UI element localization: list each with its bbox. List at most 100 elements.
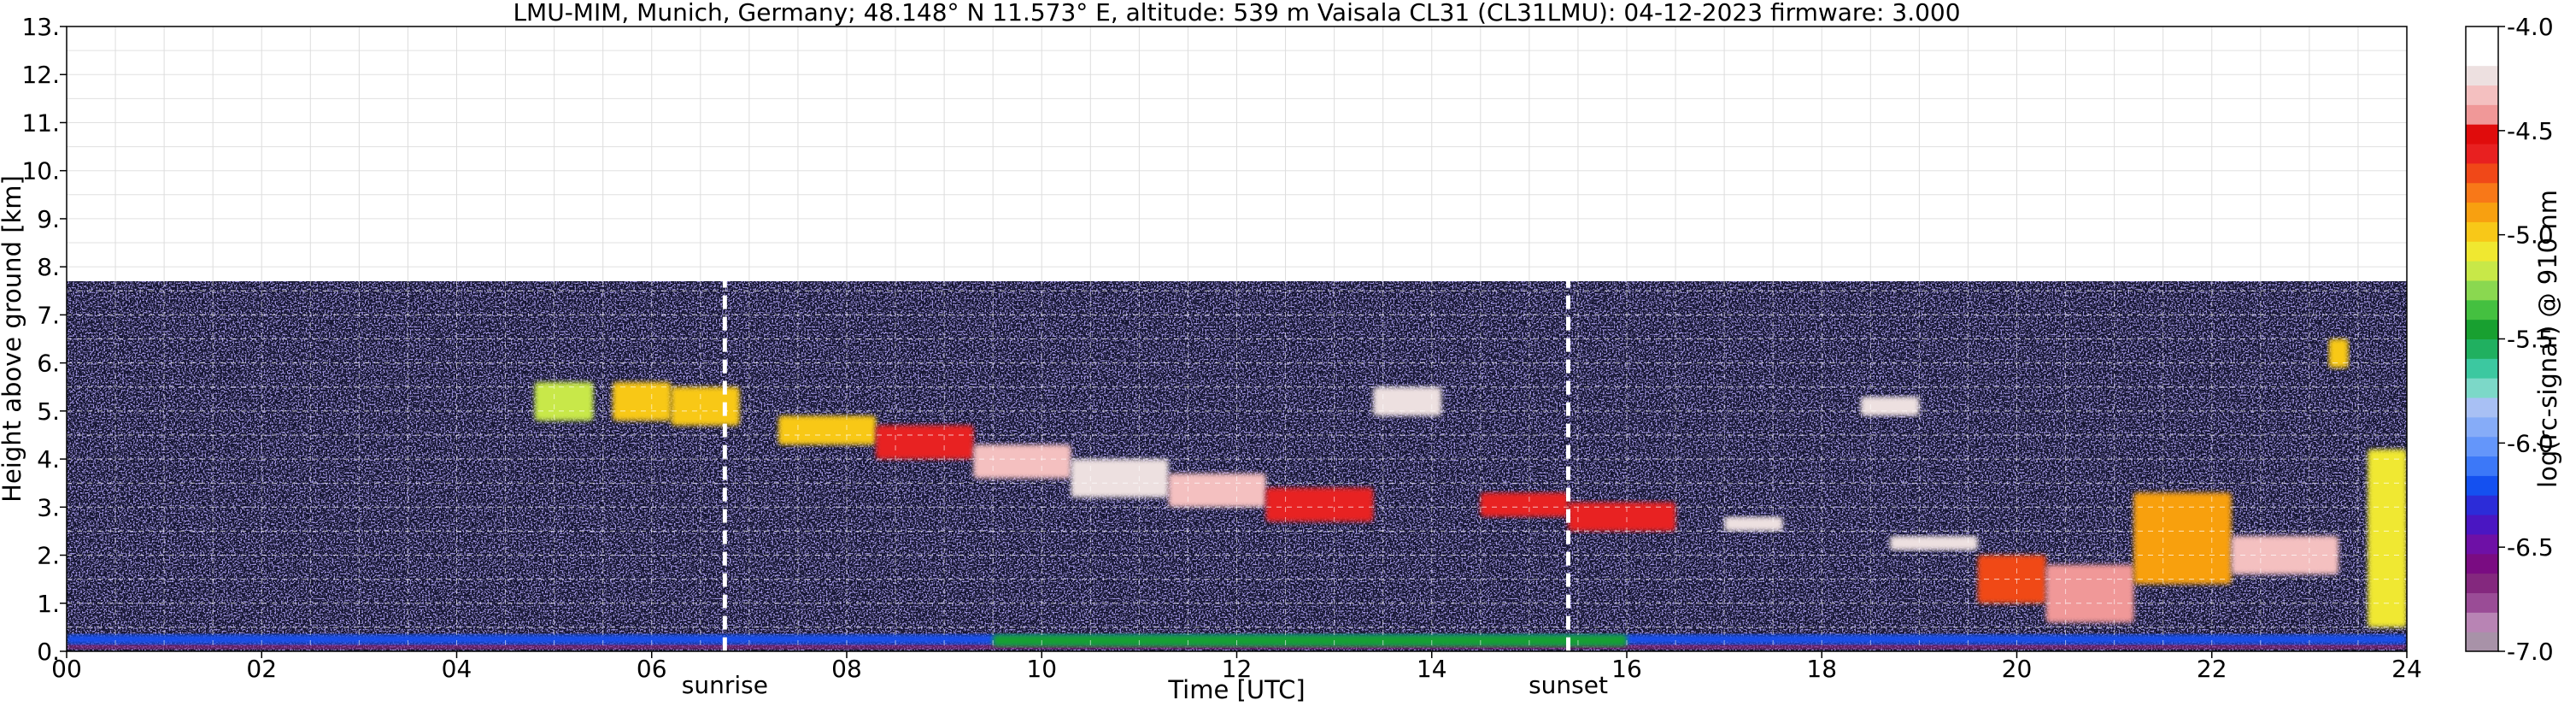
y-tick-label: 12.	[21, 61, 60, 89]
colorbar: -7.0 -6.5 -6.0 -5.5 -5.0 -4.5 -4.0 log(rc-sign…	[2465, 13, 2562, 666]
backscatter-feature-2	[993, 634, 1627, 647]
backscatter-feature-5	[671, 386, 740, 426]
backscatter-feature-23	[2368, 449, 2407, 627]
cloud-features	[67, 338, 2407, 650]
backscatter-feature-11	[1265, 487, 1374, 522]
colorbar-segment	[2466, 495, 2498, 515]
backscatter-feature-12	[1373, 386, 1442, 416]
y-tick-label: 1.	[37, 590, 60, 618]
backscatter-feature-20	[2133, 492, 2232, 585]
colorbar-tick-label: -5.5	[2507, 326, 2554, 354]
colorbar-ticks: -7.0 -6.5 -6.0 -5.5 -5.0 -4.5 -4.0	[2498, 13, 2554, 666]
backscatter-feature-8	[973, 444, 1071, 479]
colorbar-segment	[2466, 338, 2498, 359]
colorbar-segment	[2466, 378, 2498, 398]
sun-markers: sunrise sunset	[682, 274, 1608, 699]
colorbar-segment	[2466, 261, 2498, 281]
backscatter-feature-10	[1168, 473, 1266, 508]
backscatter-feature-16	[1860, 396, 1920, 416]
colorbar-segment	[2466, 397, 2498, 418]
x-tick-label: 14	[1417, 655, 1447, 683]
colorbar-segment	[2466, 202, 2498, 222]
x-tick-label: 24	[2391, 655, 2422, 683]
x-axis-label: Time [UTC]	[1167, 675, 1305, 704]
colorbar-segment	[2466, 104, 2498, 125]
x-tick-label: 00	[51, 655, 82, 683]
x-tick-label: 04	[442, 655, 472, 683]
backscatter-feature-7	[876, 425, 974, 460]
y-tick-label: 9.	[37, 205, 60, 233]
sun-marker-label-sunrise: sunrise	[682, 671, 768, 699]
backscatter-feature-14	[1568, 502, 1676, 532]
colorbar-segment	[2466, 319, 2498, 339]
colorbar-tick-label: -4.5	[2507, 117, 2554, 145]
colorbar-segment	[2466, 221, 2498, 242]
y-tick-label: 13.	[21, 13, 60, 41]
x-tick-label: 10	[1026, 655, 1057, 683]
x-tick-label: 16	[1611, 655, 1642, 683]
grid-lines	[66, 26, 2408, 652]
backscatter-feature-22	[2328, 338, 2349, 368]
colorbar-segment	[2466, 358, 2498, 379]
x-tick-label: 12	[1222, 655, 1253, 683]
y-tick-label: 10.	[21, 157, 60, 185]
colorbar-segment	[2466, 416, 2498, 438]
y-tick-label: 4.	[37, 445, 60, 474]
y-tick-label: 11.	[21, 109, 60, 137]
colorbar-segment	[2466, 475, 2498, 496]
backscatter-feature-17	[1890, 536, 1978, 550]
colorbar-tick-label: -6.0	[2507, 429, 2554, 457]
x-tick-label: 02	[246, 655, 277, 683]
colorbar-segment	[2466, 144, 2498, 164]
colorbar-segment	[2466, 515, 2498, 535]
y-tick-label: 3.	[37, 493, 60, 521]
y-tick-label: 8.	[37, 253, 60, 281]
backscatter-feature-6	[778, 415, 877, 445]
colorbar-label: log(rc-signal) @ 910 nm	[2533, 190, 2562, 488]
colorbar-segment	[2466, 241, 2498, 262]
y-axis-ticks: 0. 1. 2. 3. 4. 5. 6. 7. 8. 9. 10. 11. 12. 13.	[21, 13, 67, 666]
y-tick-label: 5.	[37, 397, 60, 426]
colorbar-tick-label: -5.0	[2507, 221, 2554, 250]
colorbar-segment	[2466, 85, 2498, 105]
backscatter-feature-15	[1724, 516, 1783, 532]
backscatter-feature-9	[1071, 459, 1169, 498]
x-tick-label: 08	[831, 655, 862, 683]
colorbar-segment	[2466, 26, 2498, 47]
colorbar-tick-label: -6.5	[2507, 533, 2554, 562]
colorbar-segment	[2466, 65, 2498, 86]
backscatter-feature-19	[2045, 564, 2134, 623]
colorbar-segment	[2466, 162, 2498, 184]
backscatter-feature-18	[1977, 555, 2046, 603]
colorbar-tick-label: -7.0	[2507, 638, 2554, 666]
colorbar-tick-label: -4.0	[2507, 13, 2554, 41]
x-tick-label: 22	[2197, 655, 2227, 683]
colorbar-segment	[2466, 612, 2498, 632]
sun-marker-label-sunset: sunset	[1529, 671, 1608, 699]
chart-title: LMU-MIM, Munich, Germany; 48.148° N 11.5…	[513, 0, 1960, 26]
colorbar-segment	[2466, 182, 2498, 203]
x-tick-label: 06	[637, 655, 667, 683]
colorbar-segment	[2466, 45, 2498, 67]
backscatter-feature-4	[613, 382, 672, 421]
backscatter-feature-13	[1480, 492, 1569, 517]
colorbar-segment	[2466, 124, 2498, 144]
y-tick-label: 7.	[37, 301, 60, 329]
colorbar-segment	[2466, 456, 2498, 476]
x-tick-label: 20	[2002, 655, 2033, 683]
y-tick-label: 0.	[37, 638, 60, 666]
colorbar-segment	[2466, 436, 2498, 457]
x-tick-label: 18	[1806, 655, 1837, 683]
colorbar-segments	[2466, 26, 2498, 652]
colorbar-segment	[2466, 299, 2498, 321]
y-axis-label: Height above ground [km]	[0, 175, 26, 503]
colorbar-segment	[2466, 279, 2498, 301]
colorbar-segment	[2466, 592, 2498, 613]
colorbar-segment	[2466, 533, 2498, 555]
x-axis-ticks: 00 02 04 06 08 10 12 14 16 18 20 22 24	[51, 651, 2422, 683]
y-tick-label: 2.	[37, 542, 60, 570]
y-tick-label: 6.	[37, 350, 60, 378]
colorbar-segment	[2466, 573, 2498, 593]
colorbar-segment	[2466, 632, 2498, 652]
